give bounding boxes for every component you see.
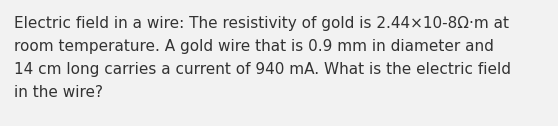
- Text: 14 cm long carries a current of 940 mA. What is the electric field: 14 cm long carries a current of 940 mA. …: [14, 62, 511, 77]
- Text: room temperature. A gold wire that is 0.9 mm in diameter and: room temperature. A gold wire that is 0.…: [14, 39, 494, 54]
- Text: Electric field in a wire: The resistivity of gold is 2.44×10-8Ω·m at: Electric field in a wire: The resistivit…: [14, 16, 509, 31]
- Text: in the wire?: in the wire?: [14, 85, 103, 100]
